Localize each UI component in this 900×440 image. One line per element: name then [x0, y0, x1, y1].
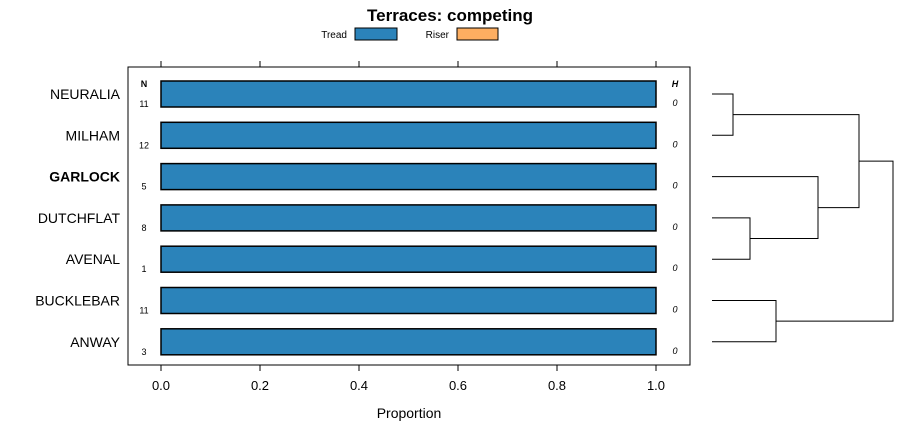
- n-value-avenal: 1: [141, 264, 146, 274]
- dendrogram: [712, 93, 894, 343]
- n-value-anway: 3: [141, 347, 146, 357]
- x-axis: 0.0 0.2 0.4 0.6 0.8 1.0: [152, 61, 665, 393]
- n-value-neuralia: 11: [139, 99, 148, 109]
- dendrogram-branch: [776, 160, 894, 322]
- category-label-garlock: GARLOCK: [49, 169, 120, 185]
- x-axis-label: Proportion: [377, 405, 442, 421]
- legend-swatch-tread: [354, 27, 398, 41]
- category-label-neuralia: NEURALIA: [50, 86, 121, 102]
- legend-swatch-riser: [456, 27, 499, 41]
- bars: [160, 80, 657, 356]
- category-label-avenal: AVENAL: [66, 251, 120, 267]
- category-label-milham: MILHAM: [66, 127, 120, 143]
- h-value-dutchflat: 0: [672, 222, 677, 232]
- n-column-header: N: [141, 79, 148, 89]
- legend-label-riser: Riser: [426, 30, 450, 41]
- bar-tread-milham: [160, 121, 657, 150]
- dendrogram-branch: [712, 217, 751, 260]
- x-tick-label: 0.4: [350, 378, 368, 393]
- chart-title: Terraces: competing: [367, 6, 533, 25]
- bar-tread-bucklebar: [160, 286, 657, 315]
- dendrogram-branch: [712, 300, 777, 343]
- h-value-bucklebar: 0: [672, 305, 677, 315]
- legend-label-tread: Tread: [321, 30, 347, 41]
- dendrogram-branch: [712, 93, 734, 136]
- legend: Tread Riser: [321, 27, 499, 41]
- category-label-anway: ANWAY: [70, 334, 120, 350]
- category-labels: NEURALIA 11 0 MILHAM 12 0 GARLOCK 5 0 DUTCHFLAT 8 0…: [35, 86, 677, 357]
- n-value-bucklebar: 11: [139, 306, 148, 316]
- x-tick-label: 0.6: [449, 378, 467, 393]
- h-value-anway: 0: [672, 346, 677, 356]
- plot-frame: [127, 66, 691, 366]
- x-tick-label: 1.0: [647, 378, 665, 393]
- bar-tread-anway: [160, 328, 657, 356]
- x-tick-label: 0.8: [548, 378, 566, 393]
- bar-tread-neuralia: [160, 80, 657, 108]
- h-value-milham: 0: [672, 139, 677, 149]
- n-value-milham: 12: [139, 140, 149, 150]
- category-label-dutchflat: DUTCHFLAT: [38, 210, 121, 226]
- h-value-avenal: 0: [672, 263, 677, 273]
- n-value-garlock: 5: [141, 182, 146, 192]
- h-value-neuralia: 0: [672, 98, 677, 108]
- bar-tread-dutchflat: [160, 204, 657, 232]
- dendrogram-branch: [712, 176, 819, 240]
- dendrogram-branch: [733, 114, 860, 209]
- bar-tread-garlock: [160, 162, 657, 191]
- x-tick-label: 0.0: [152, 378, 170, 393]
- h-value-garlock: 0: [672, 181, 677, 191]
- category-label-bucklebar: BUCKLEBAR: [35, 293, 120, 309]
- x-tick-label: 0.2: [251, 378, 269, 393]
- h-column-header: H: [672, 79, 679, 89]
- n-value-dutchflat: 8: [141, 223, 146, 233]
- bar-tread-avenal: [160, 245, 657, 273]
